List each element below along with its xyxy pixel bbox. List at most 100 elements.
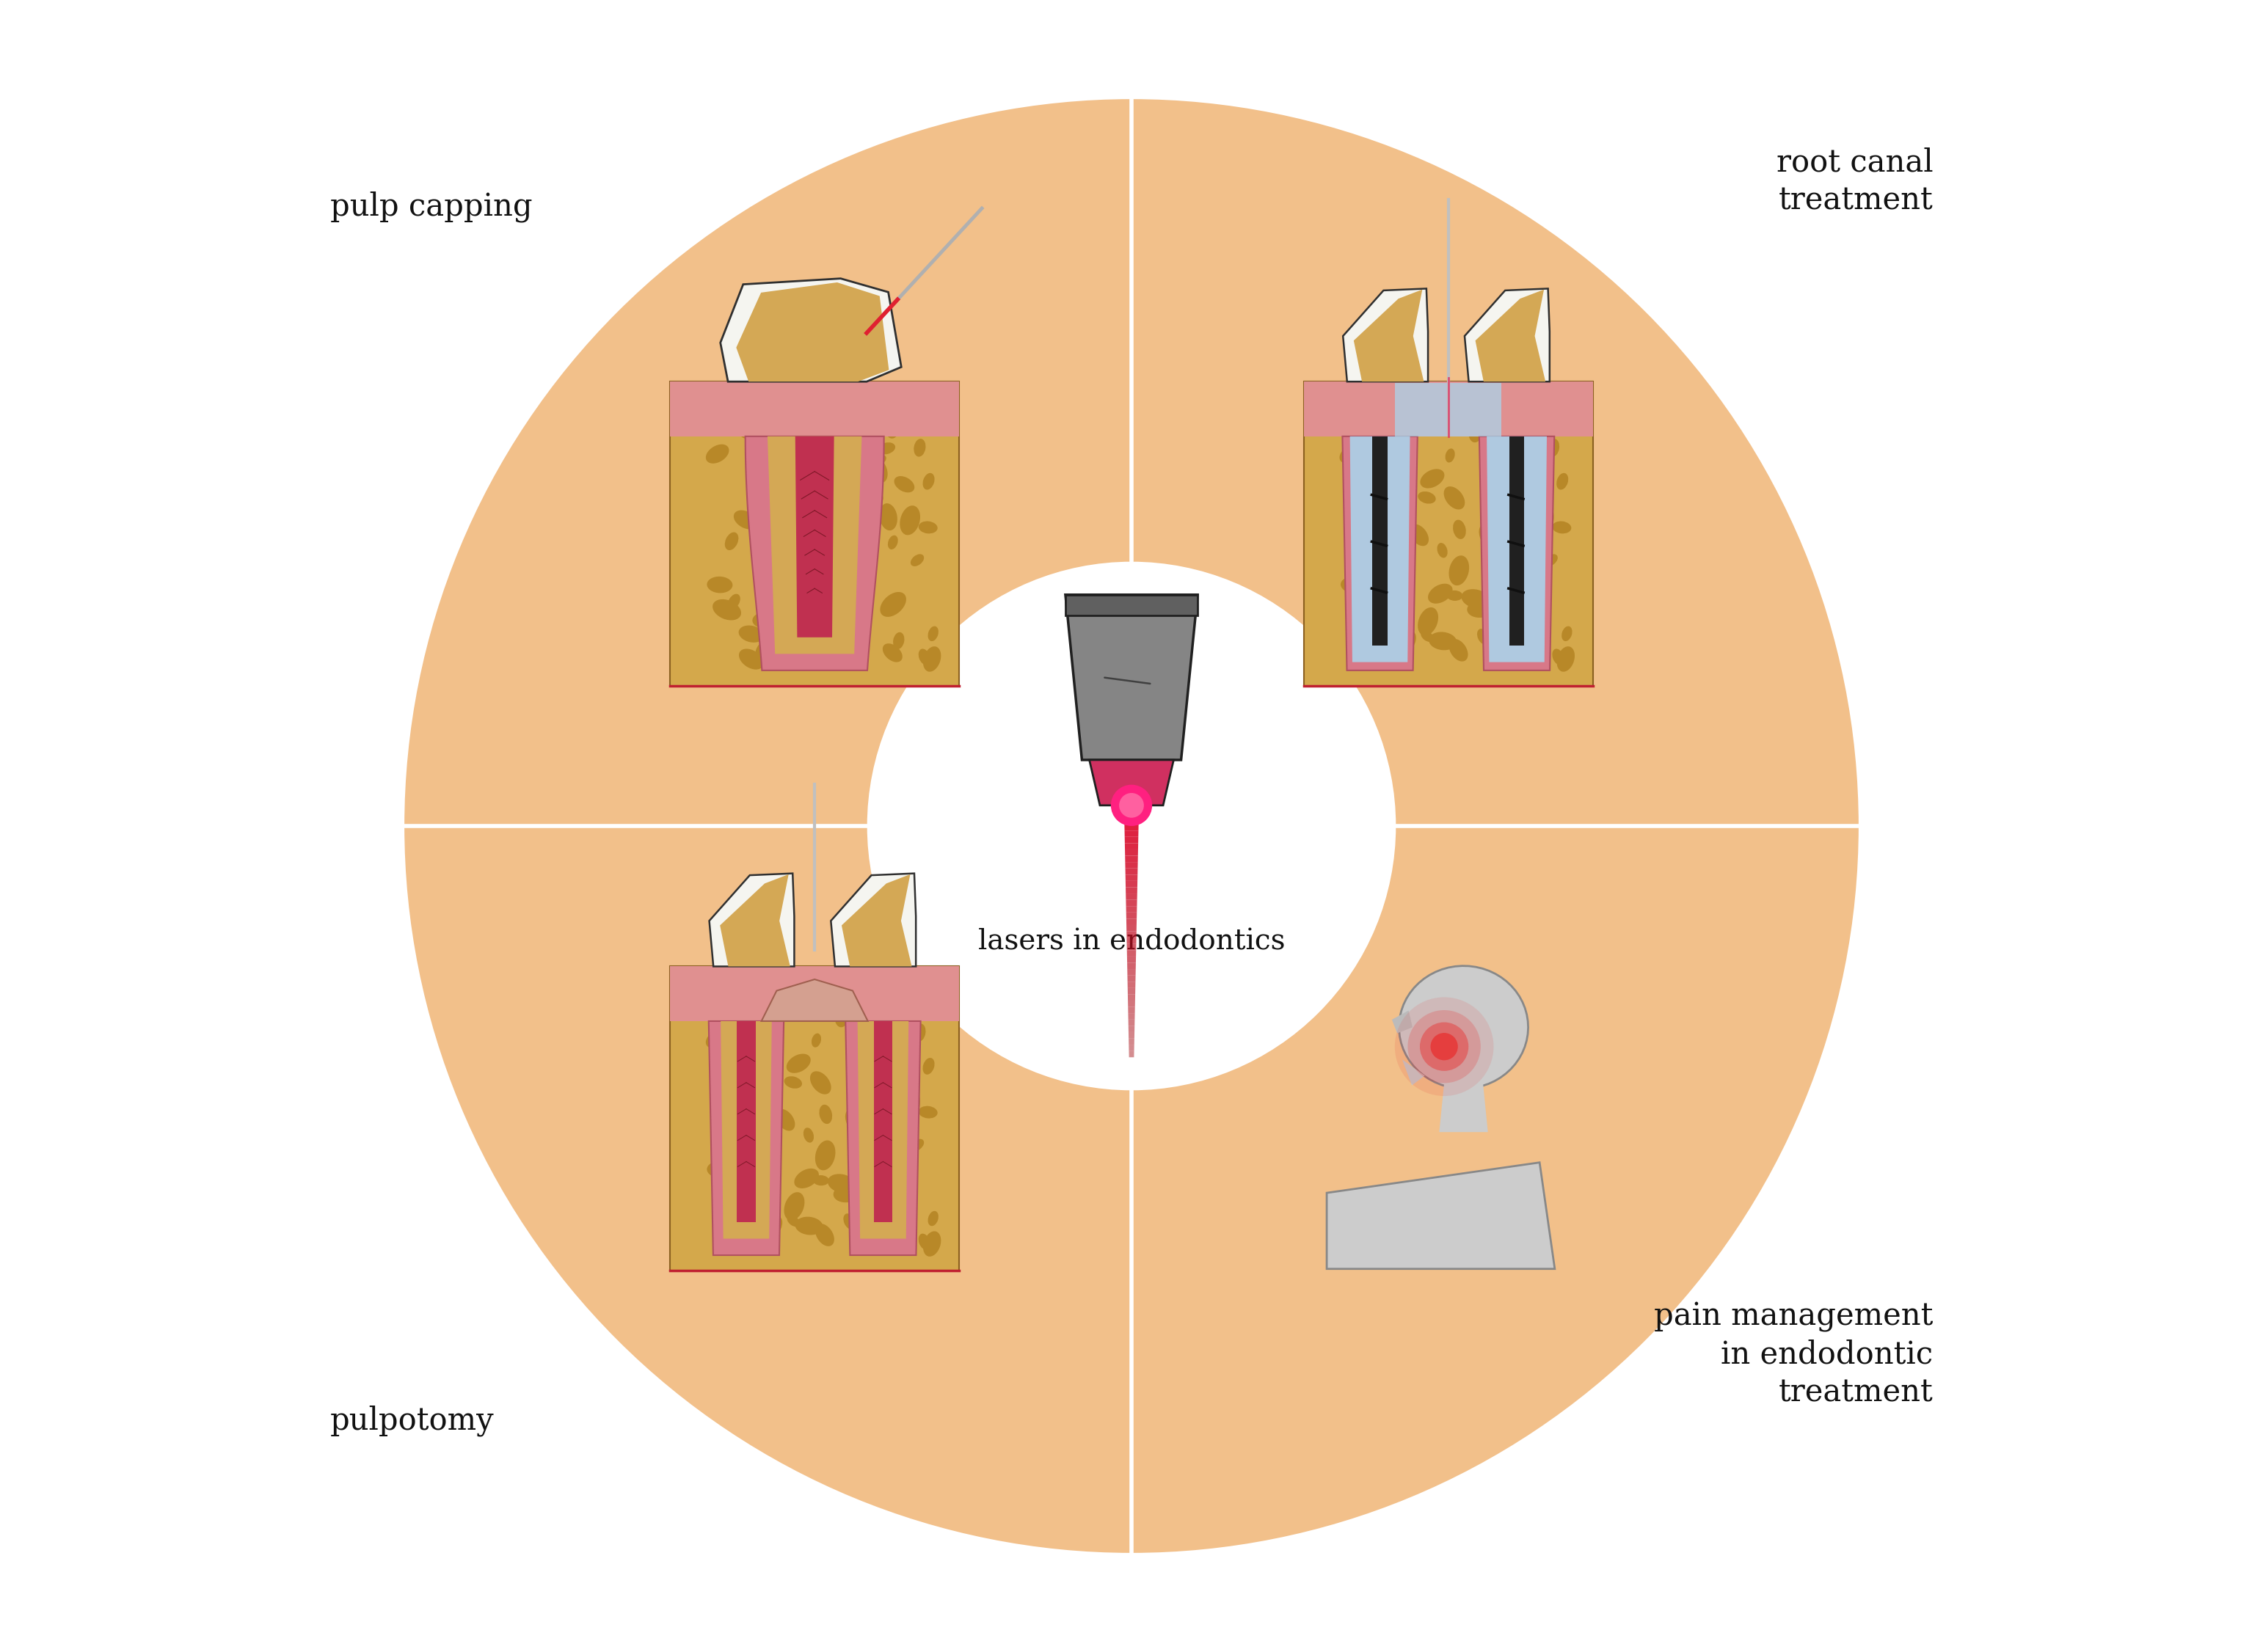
Polygon shape <box>1125 881 1138 887</box>
Ellipse shape <box>1552 649 1564 664</box>
Ellipse shape <box>1358 532 1371 550</box>
Ellipse shape <box>871 1039 887 1049</box>
Polygon shape <box>1509 436 1525 646</box>
Polygon shape <box>1127 905 1136 912</box>
Text: pulpotomy: pulpotomy <box>330 1406 493 1436</box>
Polygon shape <box>1127 963 1136 970</box>
Ellipse shape <box>754 468 783 489</box>
Polygon shape <box>846 1021 921 1256</box>
Ellipse shape <box>885 416 901 438</box>
Circle shape <box>405 99 1858 1553</box>
Ellipse shape <box>794 1218 824 1236</box>
Ellipse shape <box>901 1090 921 1120</box>
Ellipse shape <box>887 535 898 550</box>
Ellipse shape <box>1466 600 1496 618</box>
Polygon shape <box>874 1021 892 1222</box>
Ellipse shape <box>812 1175 828 1186</box>
Circle shape <box>1394 998 1494 1095</box>
Ellipse shape <box>1389 638 1410 659</box>
Ellipse shape <box>729 1180 740 1194</box>
Polygon shape <box>735 282 889 382</box>
Polygon shape <box>1125 894 1138 900</box>
Ellipse shape <box>928 1211 939 1226</box>
Ellipse shape <box>1417 608 1439 636</box>
Ellipse shape <box>919 1107 937 1118</box>
Polygon shape <box>1129 1051 1134 1057</box>
Ellipse shape <box>855 1024 878 1049</box>
Polygon shape <box>794 436 835 638</box>
Text: root canal
treatment: root canal treatment <box>1776 147 1933 216</box>
Ellipse shape <box>928 626 939 641</box>
Polygon shape <box>1125 824 1138 831</box>
Ellipse shape <box>919 649 930 664</box>
Polygon shape <box>767 436 862 654</box>
Polygon shape <box>1129 1019 1134 1026</box>
Polygon shape <box>1303 382 1593 436</box>
Ellipse shape <box>812 1032 821 1047</box>
Ellipse shape <box>785 1075 801 1089</box>
Ellipse shape <box>788 1054 810 1074</box>
Ellipse shape <box>1387 611 1412 628</box>
Ellipse shape <box>871 1044 887 1067</box>
Polygon shape <box>1127 957 1136 963</box>
Polygon shape <box>1127 900 1136 905</box>
Polygon shape <box>858 1021 907 1239</box>
Ellipse shape <box>862 489 883 504</box>
Ellipse shape <box>846 524 867 550</box>
Polygon shape <box>1399 966 1528 1089</box>
Ellipse shape <box>729 595 740 610</box>
Ellipse shape <box>1448 639 1469 661</box>
Text: pain management
in endodontic
treatment: pain management in endodontic treatment <box>1654 1302 1933 1408</box>
Ellipse shape <box>821 1142 831 1156</box>
Ellipse shape <box>722 601 738 613</box>
Ellipse shape <box>733 1095 758 1113</box>
Polygon shape <box>720 1021 772 1239</box>
Ellipse shape <box>894 476 914 492</box>
Polygon shape <box>1127 912 1136 919</box>
Polygon shape <box>1127 988 1136 995</box>
Ellipse shape <box>776 524 794 545</box>
Ellipse shape <box>919 522 937 534</box>
Ellipse shape <box>1356 601 1371 613</box>
Polygon shape <box>1127 932 1136 938</box>
Polygon shape <box>1125 862 1138 869</box>
Polygon shape <box>1089 760 1174 805</box>
Ellipse shape <box>819 520 833 539</box>
Polygon shape <box>1125 849 1138 856</box>
Polygon shape <box>1125 811 1138 818</box>
Ellipse shape <box>914 439 926 456</box>
Polygon shape <box>760 980 867 1021</box>
Ellipse shape <box>887 1120 898 1135</box>
Ellipse shape <box>923 1231 941 1257</box>
Ellipse shape <box>760 1219 778 1247</box>
Ellipse shape <box>788 469 810 489</box>
Ellipse shape <box>1362 595 1374 610</box>
Ellipse shape <box>1489 439 1512 464</box>
Polygon shape <box>1392 1011 1412 1032</box>
Ellipse shape <box>1561 626 1573 641</box>
Polygon shape <box>1127 975 1136 981</box>
Ellipse shape <box>1385 441 1412 464</box>
Polygon shape <box>1439 1079 1487 1132</box>
Ellipse shape <box>894 1218 905 1234</box>
Polygon shape <box>1125 838 1138 843</box>
Polygon shape <box>1129 1032 1134 1039</box>
Ellipse shape <box>819 1105 833 1123</box>
Circle shape <box>1120 793 1143 818</box>
Ellipse shape <box>914 1024 926 1041</box>
Ellipse shape <box>1557 472 1568 489</box>
Ellipse shape <box>1428 583 1453 603</box>
Ellipse shape <box>724 1117 738 1135</box>
Ellipse shape <box>1421 469 1444 489</box>
Ellipse shape <box>815 555 835 585</box>
Ellipse shape <box>767 631 783 651</box>
Ellipse shape <box>1478 629 1489 644</box>
Ellipse shape <box>1534 506 1555 535</box>
Ellipse shape <box>1552 522 1571 534</box>
Ellipse shape <box>885 1001 901 1023</box>
Ellipse shape <box>1401 631 1417 651</box>
Ellipse shape <box>923 646 941 672</box>
Ellipse shape <box>706 577 733 593</box>
Polygon shape <box>1129 1044 1134 1051</box>
Ellipse shape <box>1374 649 1396 669</box>
